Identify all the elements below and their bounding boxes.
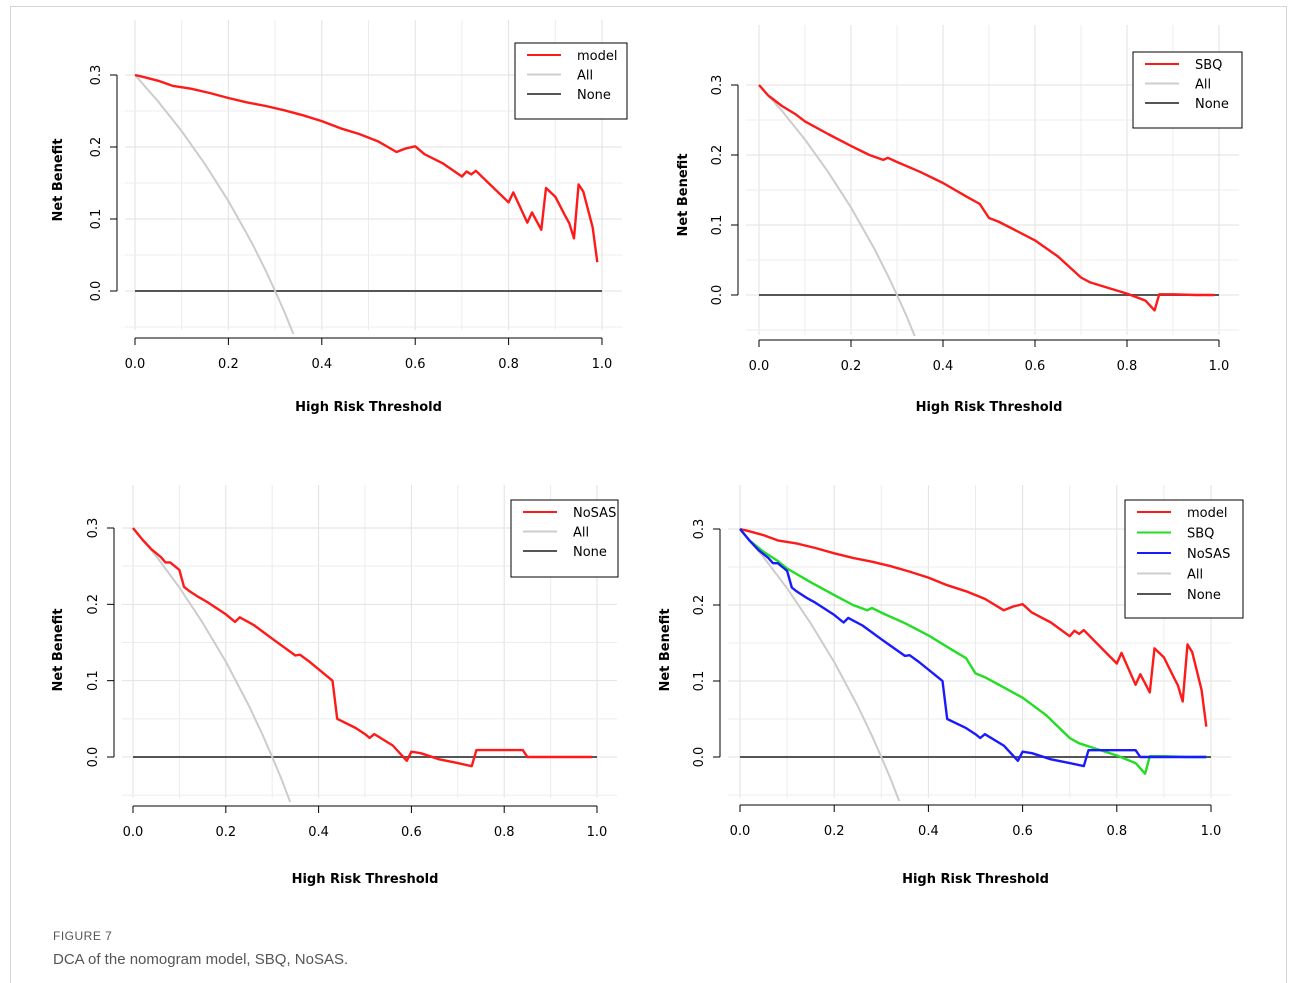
legend: model All None (514, 42, 628, 120)
x-axis-label: High Risk Threshold (902, 872, 1049, 887)
legend: SBQ All None (1132, 51, 1243, 129)
legend-label: None (1187, 588, 1221, 603)
y-tick-label: 0.1 (692, 671, 707, 692)
series-line-nosas (132, 527, 593, 768)
y-axis-label: Net Benefit (658, 608, 673, 691)
x-tick-label: 0.6 (1012, 824, 1033, 839)
y-tick-label: 0.1 (89, 209, 104, 230)
y-tick-label: 0.2 (89, 137, 104, 158)
chart-panel-1: 0.0 0.2 0.4 0.6 0.8 1.0 0.0 0.1 0.2 0.3 High Risk … (51, 20, 628, 415)
y-axis-label: Net Benefit (51, 608, 66, 691)
y-tick-label: 0.3 (89, 65, 104, 86)
legend-label: SBQ (1187, 527, 1214, 542)
series-line-all (758, 84, 916, 336)
legend-label: All (577, 69, 593, 84)
x-tick-label: 0.0 (749, 359, 770, 374)
x-axis-label: High Risk Threshold (916, 400, 1063, 415)
x-tick-label: 0.0 (123, 825, 144, 840)
series-line-all (132, 527, 292, 802)
legend-label: None (577, 88, 611, 103)
series-line-model (134, 73, 599, 263)
y-tick-label: 0.0 (89, 281, 104, 302)
x-tick-label: 0.4 (933, 359, 954, 374)
y-tick-label: 0.3 (86, 518, 101, 539)
y-tick-label: 0.2 (710, 145, 725, 166)
legend-label: All (1187, 568, 1203, 583)
series-line-sbq (758, 84, 1215, 312)
series-line-nosas (739, 528, 1207, 768)
x-tick-label: 0.8 (498, 357, 519, 372)
y-axis-label: Net Benefit (51, 138, 66, 221)
series-line-all (134, 74, 295, 334)
x-tick-label: 0.0 (730, 824, 751, 839)
legend: model SBQ NoSAS All None (1124, 499, 1244, 619)
x-tick-label: 0.6 (1025, 359, 1046, 374)
series-line-sbq (739, 528, 1207, 775)
x-tick-label: 0.2 (841, 359, 862, 374)
legend-label: All (1195, 78, 1211, 93)
legend-label: model (1187, 506, 1227, 521)
x-tick-label: 0.8 (1106, 824, 1127, 839)
x-tick-label: 1.0 (1201, 824, 1222, 839)
x-tick-label: 0.8 (494, 825, 515, 840)
x-axis-label: High Risk Threshold (295, 400, 442, 415)
x-axis-label: High Risk Threshold (292, 872, 439, 887)
legend-label: NoSAS (573, 506, 616, 521)
y-tick-label: 0.2 (692, 595, 707, 616)
y-axis-label: Net Benefit (676, 153, 691, 236)
legend-box (1124, 499, 1244, 619)
x-tick-label: 0.6 (405, 357, 426, 372)
legend: NoSAS All None (510, 499, 619, 578)
legend-label: model (577, 49, 617, 64)
legend-label: None (1195, 97, 1229, 112)
x-tick-label: 1.0 (592, 357, 613, 372)
x-tick-label: 0.2 (215, 825, 236, 840)
x-tick-label: 0.4 (308, 825, 329, 840)
y-tick-label: 0.1 (710, 215, 725, 236)
legend-box (514, 42, 628, 120)
y-tick-label: 0.0 (692, 747, 707, 768)
y-tick-label: 0.3 (692, 519, 707, 540)
chart-panel-3: 0.0 0.2 0.4 0.6 0.8 1.0 0.0 0.1 0.2 0.3 High Risk … (51, 485, 619, 887)
chart-panel-4: 0.0 0.2 0.4 0.6 0.8 1.0 0.0 0.1 0.2 0.3 High Risk … (658, 485, 1244, 887)
y-tick-label: 0.3 (710, 75, 725, 96)
y-tick-label: 0.2 (86, 594, 101, 615)
y-tick-label: 0.1 (86, 670, 101, 691)
legend-label: None (573, 545, 607, 560)
x-tick-label: 0.8 (1117, 359, 1138, 374)
x-tick-label: 1.0 (587, 825, 608, 840)
figure-caption: DCA of the nomogram model, SBQ, NoSAS. (53, 951, 349, 968)
x-tick-label: 0.0 (125, 357, 146, 372)
legend-label: SBQ (1195, 58, 1222, 73)
y-tick-label: 0.0 (86, 747, 101, 768)
legend-label: All (573, 526, 589, 541)
series-line-model (739, 527, 1208, 727)
x-tick-label: 0.4 (311, 357, 332, 372)
series-line-all (739, 528, 901, 801)
chart-panel-2: 0.0 0.2 0.4 0.6 0.8 1.0 0.0 0.1 0.2 0.3 High Risk … (676, 25, 1243, 415)
x-tick-label: 1.0 (1209, 359, 1230, 374)
legend-label: NoSAS (1187, 547, 1230, 562)
figure-frame (10, 6, 1287, 983)
x-tick-label: 0.6 (401, 825, 422, 840)
y-tick-label: 0.0 (710, 285, 725, 306)
x-tick-label: 0.4 (918, 824, 939, 839)
x-tick-label: 0.2 (824, 824, 845, 839)
x-tick-label: 0.2 (218, 357, 239, 372)
figure-label: FIGURE 7 (53, 929, 113, 943)
